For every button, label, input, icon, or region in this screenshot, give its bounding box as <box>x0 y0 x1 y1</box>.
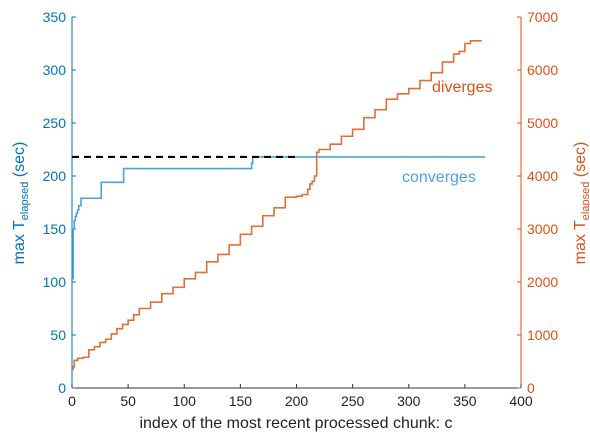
left-y-label-suffix: (sec) <box>11 142 28 182</box>
x-tick-label: 250 <box>341 393 365 409</box>
series-group <box>72 40 486 371</box>
right-y-label-prefix: max T <box>572 220 589 264</box>
right-y-tick-label: 3000 <box>527 221 558 237</box>
x-tick-label: 50 <box>120 393 136 409</box>
left-y-tick-label: 150 <box>43 221 67 237</box>
axes-group: 0 50 100 150 200 250 300 350 4000501001502002503… <box>43 9 559 409</box>
left-y-tick-label: 0 <box>58 380 66 396</box>
x-tick-label: 350 <box>453 393 477 409</box>
annotation-converges: converges <box>402 169 476 186</box>
right-y-tick-label: 6000 <box>527 62 558 78</box>
right-y-tick-label: 7000 <box>527 9 558 25</box>
x-tick-label: 150 <box>229 393 253 409</box>
left-y-tick-label: 250 <box>43 115 67 131</box>
right-y-tick-label: 0 <box>527 380 535 396</box>
left-y-tick-label: 300 <box>43 62 67 78</box>
right-y-tick-label: 4000 <box>527 168 558 184</box>
left-y-tick-label: 100 <box>43 274 67 290</box>
right-y-tick-label: 5000 <box>527 115 558 131</box>
x-tick-label: 300 <box>397 393 421 409</box>
annotation-diverges: diverges <box>432 79 492 96</box>
series-line-converges <box>72 156 486 280</box>
right-y-tick-label: 1000 <box>527 327 558 343</box>
x-tick-label: 100 <box>173 393 197 409</box>
left-y-label-subscript: elapsed <box>19 182 31 221</box>
series-line-diverges <box>72 40 482 371</box>
right-y-label-suffix: (sec) <box>572 142 589 182</box>
left-y-tick-label: 200 <box>43 168 67 184</box>
right-y-axis-label: max Telapsed (sec) <box>572 142 590 265</box>
left-y-axis-label: max Telapsed (sec) <box>11 142 31 265</box>
left-y-tick-label: 350 <box>43 9 67 25</box>
left-y-label-prefix: max T <box>11 220 28 264</box>
x-tick-label: 200 <box>285 393 309 409</box>
x-tick-label: 0 <box>68 393 76 409</box>
x-axis-label: index of the most recent processed chunk… <box>139 415 452 432</box>
right-y-label-subscript: elapsed <box>580 182 590 221</box>
left-y-tick-label: 50 <box>50 327 66 343</box>
x-tick-label: 400 <box>509 393 533 409</box>
right-y-tick-label: 2000 <box>527 274 558 290</box>
